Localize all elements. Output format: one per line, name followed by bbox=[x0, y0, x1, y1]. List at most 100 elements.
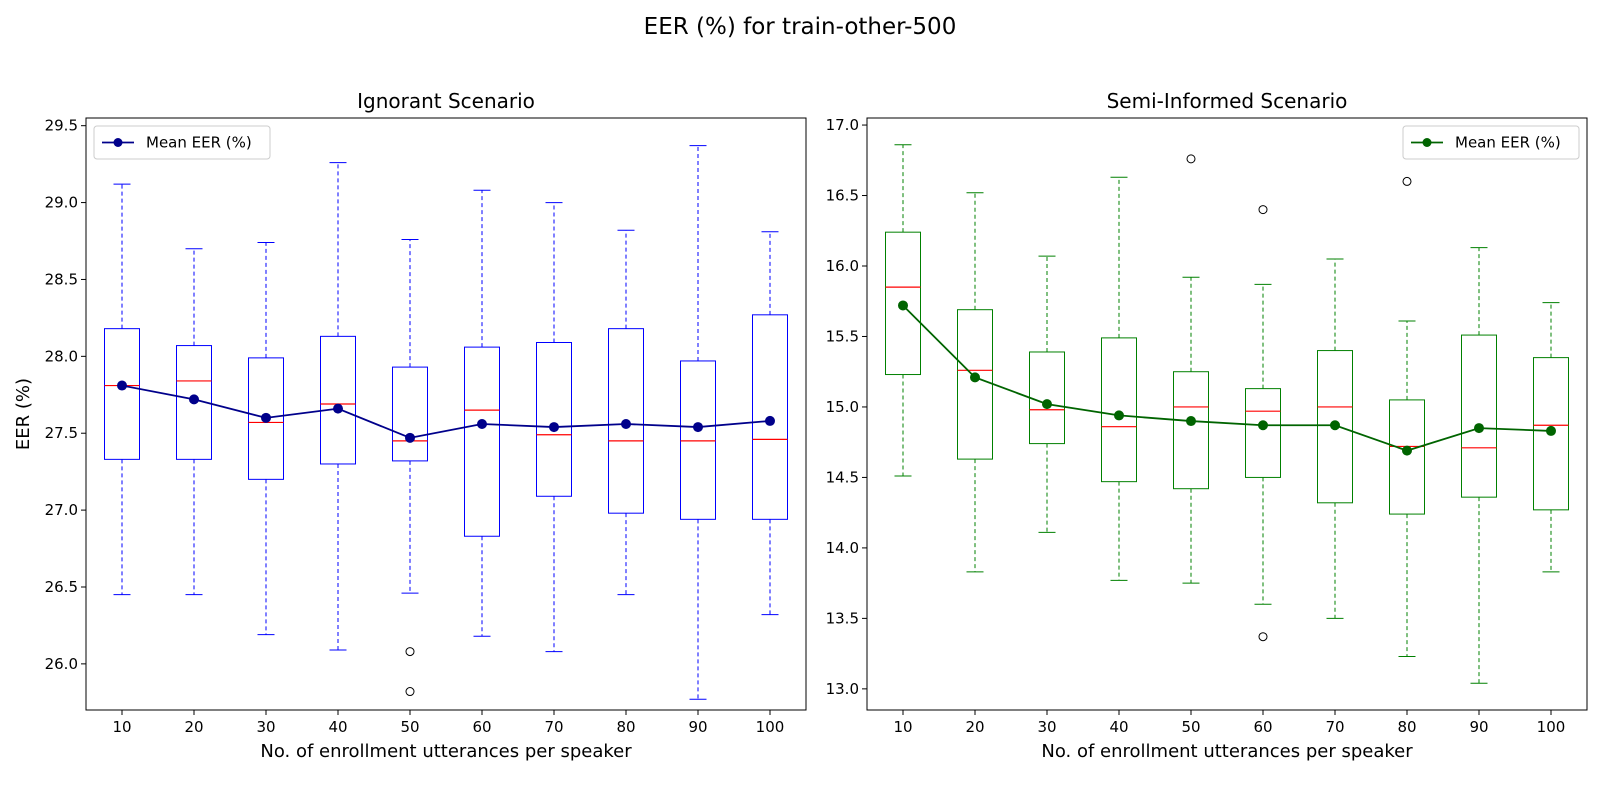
y-tick-label: 13.5 bbox=[826, 609, 859, 627]
box-20 bbox=[176, 248, 212, 596]
y-tick-label: 14.5 bbox=[826, 468, 859, 486]
x-tick-label: 30 bbox=[1037, 718, 1056, 736]
legend-marker-swatch bbox=[1422, 138, 1432, 147]
box-50 bbox=[392, 238, 428, 697]
y-tick-label: 26.0 bbox=[45, 655, 78, 673]
box-body bbox=[176, 345, 212, 460]
box-body bbox=[104, 328, 140, 460]
outlier-point bbox=[405, 647, 415, 657]
box-70 bbox=[1317, 258, 1353, 619]
legend: Mean EER (%) bbox=[1402, 125, 1580, 160]
mean-point bbox=[1546, 425, 1556, 436]
axes-frame bbox=[866, 117, 1588, 711]
y-tick-label: 27.0 bbox=[45, 501, 78, 519]
x-tick-label: 60 bbox=[472, 718, 491, 736]
legend-frame bbox=[1402, 125, 1580, 160]
panel-semi-informed-scenario: Semi-Informed Scenario 13.0 13.5 14.0 14.5 15… bbox=[826, 89, 1588, 762]
y-tick-label: 26.5 bbox=[45, 578, 78, 596]
mean-point bbox=[405, 432, 415, 443]
mean-point bbox=[970, 372, 980, 383]
box-30 bbox=[1029, 255, 1065, 533]
x-tick-label: 30 bbox=[256, 718, 275, 736]
box-body bbox=[885, 231, 921, 376]
box-90 bbox=[680, 145, 716, 700]
figure-title: EER (%) for train-other-500 bbox=[644, 14, 957, 40]
axes-frame bbox=[85, 117, 807, 711]
box-body bbox=[680, 360, 716, 520]
x-tick-label: 100 bbox=[1537, 718, 1566, 736]
box-body bbox=[1533, 357, 1569, 511]
x-tick-label: 20 bbox=[965, 718, 984, 736]
y-tick-label: 29.5 bbox=[45, 117, 78, 135]
legend-marker-swatch bbox=[113, 138, 123, 147]
mean-point bbox=[1330, 420, 1340, 431]
mean-line bbox=[121, 384, 771, 439]
y-tick-label: 27.5 bbox=[45, 424, 78, 442]
mean-point bbox=[1042, 399, 1052, 410]
outlier-point bbox=[1258, 205, 1268, 215]
box-100 bbox=[752, 231, 788, 616]
x-tick-label: 100 bbox=[756, 718, 785, 736]
mean-point bbox=[1186, 416, 1196, 427]
box-40 bbox=[320, 162, 356, 651]
box-60 bbox=[1245, 205, 1281, 642]
box-70 bbox=[536, 202, 572, 653]
box-30 bbox=[248, 242, 284, 636]
y-tick-label: 13.0 bbox=[826, 680, 859, 698]
box-body bbox=[1173, 371, 1209, 490]
x-tick-label: 70 bbox=[1325, 718, 1344, 736]
box-80 bbox=[1389, 176, 1425, 657]
panel-title: Semi-Informed Scenario bbox=[1107, 89, 1348, 113]
mean-point bbox=[1114, 410, 1124, 421]
mean-point bbox=[261, 412, 271, 423]
box-body bbox=[1389, 399, 1425, 515]
outlier-point bbox=[1402, 176, 1412, 186]
x-tick-label: 10 bbox=[893, 718, 912, 736]
x-tick-label: 50 bbox=[1181, 718, 1200, 736]
legend-label: Mean EER (%) bbox=[146, 134, 252, 152]
x-tick-label: 40 bbox=[328, 718, 347, 736]
mean-point bbox=[477, 418, 487, 429]
box-40 bbox=[1101, 176, 1137, 581]
x-tick-label: 40 bbox=[1109, 718, 1128, 736]
mean-point bbox=[1474, 423, 1484, 434]
box-body bbox=[1461, 334, 1497, 498]
y-tick-label: 15.0 bbox=[826, 398, 859, 416]
box-50 bbox=[1173, 154, 1209, 584]
mean-point bbox=[898, 300, 908, 311]
x-tick-label: 60 bbox=[1253, 718, 1272, 736]
y-tick-label: 16.0 bbox=[826, 257, 859, 275]
x-tick-label: 90 bbox=[1469, 718, 1488, 736]
x-tick-label: 80 bbox=[616, 718, 635, 736]
y-tick-label: 28.5 bbox=[45, 270, 78, 288]
box-body bbox=[752, 314, 788, 520]
mean-point bbox=[189, 394, 199, 405]
legend-frame bbox=[93, 125, 271, 160]
x-tick-label: 90 bbox=[688, 718, 707, 736]
box-body bbox=[1245, 388, 1281, 478]
box-body bbox=[1029, 351, 1065, 445]
legend: Mean EER (%) bbox=[93, 125, 271, 160]
legend-label: Mean EER (%) bbox=[1455, 134, 1561, 152]
x-axis-label: No. of enrollment utterances per speaker bbox=[260, 741, 632, 762]
mean-point bbox=[333, 403, 343, 414]
x-tick-label: 10 bbox=[112, 718, 131, 736]
box-body bbox=[957, 309, 993, 460]
box-body bbox=[392, 366, 428, 462]
box-body bbox=[248, 357, 284, 480]
box-body bbox=[1101, 337, 1137, 483]
mean-point bbox=[693, 422, 703, 433]
y-tick-label: 15.5 bbox=[826, 327, 859, 345]
y-tick-label: 14.0 bbox=[826, 539, 859, 557]
mean-point bbox=[1258, 420, 1268, 431]
box-body bbox=[608, 328, 644, 514]
box-body bbox=[536, 341, 572, 497]
mean-point bbox=[549, 422, 559, 433]
x-tick-label: 70 bbox=[544, 718, 563, 736]
y-tick-label: 29.0 bbox=[45, 194, 78, 212]
outlier-point bbox=[1186, 154, 1196, 164]
y-tick-label: 28.0 bbox=[45, 347, 78, 365]
outlier-point bbox=[1258, 632, 1268, 642]
mean-line bbox=[902, 304, 1552, 452]
